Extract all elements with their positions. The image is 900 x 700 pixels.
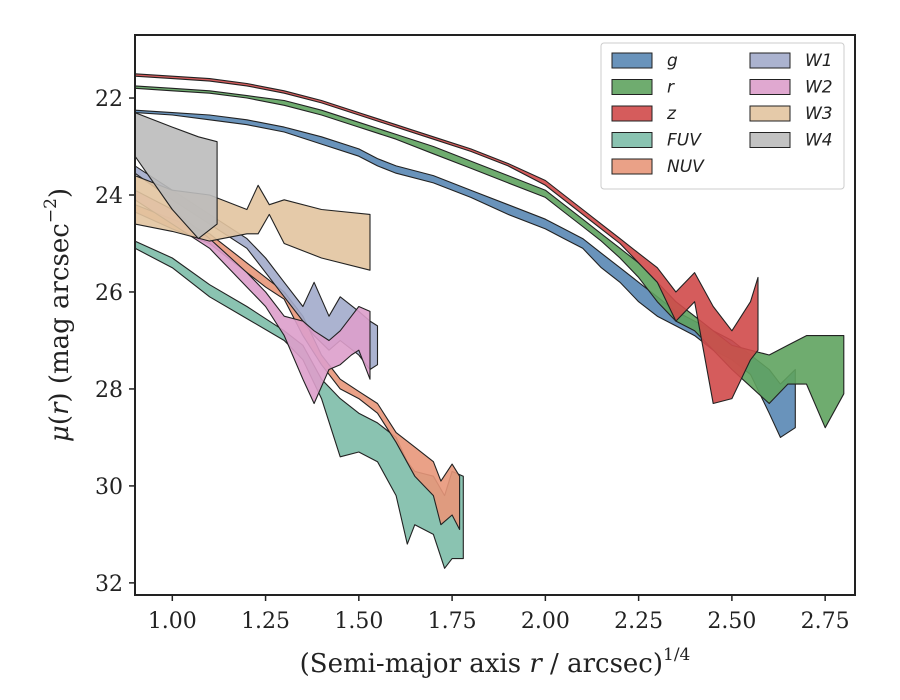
legend-swatch-g: [611, 52, 653, 69]
legend-swatch-w1: [749, 52, 791, 69]
y-tick-label: 30: [95, 475, 123, 500]
legend-label-w1: W1: [805, 51, 833, 71]
x-axis-ticks: 1.00 1.25 1.50 1.75 2.00 2.25 2.50 2.75: [148, 595, 850, 634]
y-tick-label: 28: [95, 378, 123, 403]
band-fuv: [135, 240, 464, 569]
y-tick-label: 22: [95, 87, 123, 112]
legend-swatch-w3: [749, 105, 791, 122]
legend-swatch-nuv: [611, 158, 653, 175]
y-tick-label: 26: [95, 281, 123, 306]
y-axis-label: μ(r) (mag arcsec−2): [41, 188, 75, 442]
x-tick-label: 1.25: [241, 609, 290, 634]
legend-label-r: r: [667, 78, 675, 98]
y-axis-ticks: 22 24 26 28 30 32: [95, 87, 135, 597]
legend-label-g: g: [667, 51, 678, 71]
legend-swatch-z: [611, 105, 653, 122]
profile-bands: [135, 73, 845, 569]
x-tick-label: 2.75: [801, 609, 850, 634]
legend-swatch-w4: [749, 132, 791, 148]
x-tick-label: 2.00: [521, 609, 570, 634]
legend-swatch-r: [611, 79, 653, 95]
y-tick-label: 24: [95, 184, 123, 209]
legend-label-nuv: NUV: [667, 157, 705, 177]
x-tick-label: 1.75: [428, 609, 477, 634]
legend-label-w2: W2: [805, 78, 833, 98]
band-r: [135, 85, 845, 429]
band-w1: [135, 165, 379, 371]
x-tick-label: 2.50: [707, 609, 756, 634]
x-axis-label: (Semi-major axis r / arcsec)1/4: [300, 645, 691, 679]
x-tick-label: 1.50: [334, 609, 383, 634]
legend-swatch-w2: [749, 79, 791, 95]
plot-frame: [134, 34, 856, 596]
legend-swatch-fuv: [611, 132, 653, 148]
legend: grz FUV NUV W1 W2 W3 W4: [600, 42, 845, 190]
legend-label-fuv: FUV: [667, 131, 702, 151]
band-w4: [135, 112, 218, 240]
band-z: [135, 73, 759, 405]
legend-label-w3: W3: [805, 104, 833, 124]
x-tick-label: 2.25: [614, 609, 663, 634]
x-tick-label: 1.00: [148, 609, 197, 634]
legend-label-z: z: [666, 104, 677, 124]
legend-label-w4: W4: [805, 131, 833, 151]
band-w2: [135, 189, 371, 405]
band-g: [135, 109, 796, 438]
y-tick-label: 32: [95, 572, 123, 597]
